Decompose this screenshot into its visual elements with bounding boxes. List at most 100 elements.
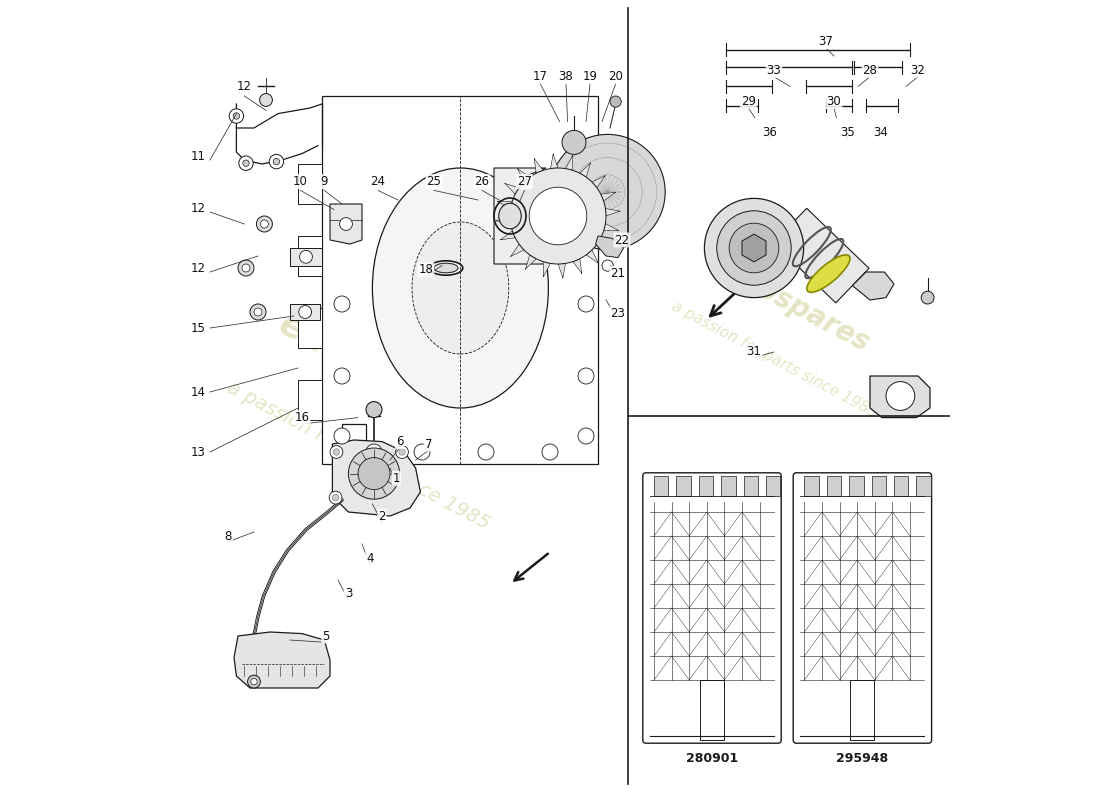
Circle shape — [299, 306, 311, 318]
Text: 14: 14 — [190, 386, 206, 398]
Polygon shape — [605, 209, 620, 216]
Text: 295948: 295948 — [836, 752, 889, 765]
Bar — [676, 476, 691, 496]
Bar — [654, 476, 669, 496]
Text: 280901: 280901 — [686, 752, 738, 765]
Bar — [766, 476, 780, 496]
Text: 33: 33 — [767, 64, 781, 77]
Circle shape — [333, 449, 340, 455]
Polygon shape — [543, 262, 550, 277]
Text: 31: 31 — [747, 346, 761, 358]
Text: 15: 15 — [190, 322, 206, 334]
Bar — [804, 476, 818, 496]
Text: 30: 30 — [826, 95, 842, 108]
Circle shape — [886, 382, 915, 410]
Circle shape — [704, 198, 804, 298]
Polygon shape — [534, 158, 543, 174]
Circle shape — [248, 675, 261, 688]
Circle shape — [233, 113, 240, 119]
Text: 16: 16 — [295, 411, 309, 424]
Text: 28: 28 — [862, 64, 878, 77]
Circle shape — [578, 428, 594, 444]
Bar — [827, 476, 842, 496]
Circle shape — [478, 444, 494, 460]
Polygon shape — [773, 208, 869, 303]
Circle shape — [610, 96, 621, 107]
Polygon shape — [852, 272, 894, 300]
Polygon shape — [526, 255, 536, 270]
Polygon shape — [496, 216, 510, 223]
Polygon shape — [298, 380, 322, 420]
Ellipse shape — [412, 222, 509, 354]
Polygon shape — [298, 164, 322, 204]
Circle shape — [729, 223, 779, 273]
Circle shape — [396, 446, 408, 458]
Polygon shape — [497, 201, 513, 209]
Circle shape — [578, 296, 594, 312]
Circle shape — [239, 156, 253, 170]
Circle shape — [260, 94, 273, 106]
Polygon shape — [742, 234, 766, 262]
Polygon shape — [550, 154, 558, 169]
Circle shape — [330, 446, 343, 458]
Text: 38: 38 — [559, 70, 573, 82]
FancyBboxPatch shape — [642, 473, 781, 743]
Circle shape — [602, 260, 613, 271]
Circle shape — [340, 218, 352, 230]
Polygon shape — [565, 155, 573, 170]
Bar — [850, 680, 875, 740]
Circle shape — [578, 368, 594, 384]
Text: 11: 11 — [190, 150, 206, 162]
Polygon shape — [517, 169, 530, 182]
Text: 22: 22 — [615, 234, 629, 246]
Text: 4: 4 — [366, 552, 374, 565]
Text: a passion for parts since 1985: a passion for parts since 1985 — [223, 378, 493, 534]
Circle shape — [578, 216, 594, 232]
Text: 37: 37 — [818, 35, 834, 48]
Text: 24: 24 — [371, 175, 385, 188]
Text: eurospares: eurospares — [706, 250, 875, 358]
Ellipse shape — [373, 168, 549, 408]
Circle shape — [261, 220, 268, 228]
Text: 5: 5 — [322, 630, 330, 642]
Polygon shape — [870, 376, 930, 418]
Polygon shape — [586, 250, 598, 263]
Text: a passion for parts since 1985: a passion for parts since 1985 — [669, 299, 879, 421]
Text: 12: 12 — [190, 262, 206, 274]
Polygon shape — [573, 258, 582, 274]
Polygon shape — [592, 175, 605, 188]
Polygon shape — [234, 632, 330, 688]
Bar — [722, 476, 736, 496]
Bar — [916, 476, 931, 496]
Circle shape — [270, 154, 284, 169]
Text: 27: 27 — [517, 175, 532, 188]
Circle shape — [358, 458, 390, 490]
Text: 13: 13 — [190, 446, 206, 458]
Text: 25: 25 — [427, 175, 441, 188]
Circle shape — [299, 250, 312, 263]
Ellipse shape — [498, 203, 521, 229]
Text: 12: 12 — [236, 80, 252, 93]
Text: 6: 6 — [396, 435, 404, 448]
Polygon shape — [604, 223, 618, 231]
Polygon shape — [601, 192, 616, 201]
Circle shape — [256, 216, 273, 232]
FancyBboxPatch shape — [793, 473, 932, 743]
Circle shape — [242, 264, 250, 272]
Circle shape — [334, 296, 350, 312]
Circle shape — [550, 134, 666, 250]
Polygon shape — [597, 238, 612, 249]
Polygon shape — [558, 263, 565, 278]
Text: 2: 2 — [378, 510, 386, 522]
Ellipse shape — [434, 263, 458, 273]
Circle shape — [529, 187, 586, 245]
Circle shape — [329, 491, 342, 504]
Polygon shape — [500, 231, 515, 240]
Text: 20: 20 — [608, 70, 623, 82]
Bar — [894, 476, 909, 496]
Polygon shape — [505, 183, 519, 194]
Bar — [849, 476, 864, 496]
Circle shape — [921, 291, 934, 304]
Polygon shape — [580, 162, 591, 177]
Bar — [290, 304, 320, 320]
